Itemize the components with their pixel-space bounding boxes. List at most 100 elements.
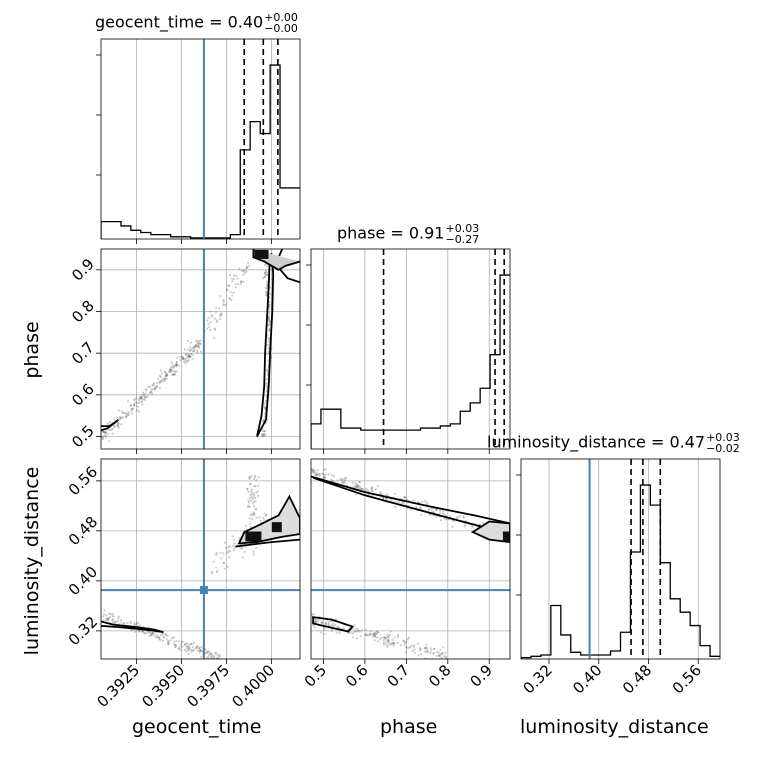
sample-point: [259, 519, 262, 522]
tick-label-y: 0.40: [65, 563, 101, 599]
sample-point: [166, 634, 169, 637]
sample-point: [113, 622, 116, 625]
sample-point: [119, 418, 122, 421]
sample-point: [129, 622, 132, 625]
sample-point: [136, 401, 139, 404]
sample-point: [266, 280, 269, 283]
sample-point: [425, 643, 428, 646]
title-geocent-time-plus: +0.00: [264, 11, 298, 24]
contour: [235, 538, 300, 548]
sample-point: [390, 498, 393, 502]
sample-point: [356, 627, 359, 630]
sample-point: [352, 630, 356, 633]
sample-point: [205, 651, 208, 655]
sample-point: [104, 431, 108, 434]
sample-point: [229, 550, 232, 553]
sample-point: [219, 295, 222, 298]
sample-point: [161, 632, 164, 635]
sample-point: [247, 501, 250, 504]
sample-point: [139, 397, 143, 400]
sample-point: [331, 622, 335, 625]
tick-label-x: 0.3975: [183, 661, 233, 711]
sample-point: [158, 387, 162, 390]
sample-point: [262, 429, 265, 433]
sample-point: [155, 385, 158, 388]
sample-point: [387, 636, 390, 639]
sample-point: [182, 357, 185, 360]
sample-point: [415, 505, 418, 509]
sample-point: [356, 630, 359, 633]
sample-point: [185, 641, 189, 645]
sample-point: [220, 313, 224, 316]
sample-point: [157, 377, 160, 380]
sample-point: [377, 640, 380, 643]
sample-point: [323, 476, 327, 479]
sample-point: [172, 366, 175, 369]
sample-point: [456, 515, 460, 519]
sample-point: [254, 507, 257, 511]
sample-point: [111, 621, 114, 624]
sample-point: [367, 634, 371, 637]
sample-point: [220, 557, 223, 560]
sample-point: [216, 320, 219, 323]
sample-point: [184, 643, 187, 646]
sample-point: [219, 315, 222, 318]
sample-point: [351, 632, 354, 635]
sample-point: [101, 437, 104, 441]
sample-point: [252, 514, 256, 517]
sample-point: [247, 499, 250, 502]
sample-point: [136, 622, 139, 625]
sample-point: [403, 496, 406, 499]
sample-point: [313, 469, 316, 472]
sample-point: [429, 651, 432, 654]
sample-point: [229, 297, 232, 300]
sample-point: [199, 649, 202, 652]
sample-point: [189, 341, 193, 344]
sample-point: [113, 424, 116, 428]
sample-point: [356, 486, 359, 489]
sample-point: [169, 371, 172, 374]
sample-point: [180, 642, 183, 646]
sample-point: [214, 311, 218, 314]
sample-point: [197, 341, 200, 344]
sample-point: [226, 289, 229, 292]
sample-point: [165, 377, 168, 380]
sample-point: [385, 636, 388, 639]
sample-point: [207, 653, 210, 656]
sample-point: [322, 476, 326, 479]
sample-point: [245, 265, 249, 268]
sample-point: [208, 651, 212, 655]
sample-point: [102, 437, 105, 440]
sample-point: [397, 500, 401, 503]
sample-point: [417, 654, 420, 657]
sample-point: [332, 474, 335, 478]
sample-point: [355, 637, 359, 640]
sample-point: [183, 348, 186, 351]
sample-point: [228, 273, 232, 277]
sample-point: [434, 508, 437, 511]
sample-point: [262, 519, 265, 522]
sample-point: [261, 435, 264, 438]
sample-point: [392, 644, 395, 647]
sample-point: [419, 647, 422, 650]
sample-point: [323, 474, 326, 477]
sample-point: [399, 643, 403, 647]
sample-point: [102, 431, 105, 434]
sample-point: [140, 396, 143, 400]
sample-point: [143, 632, 146, 635]
sample-point: [112, 618, 115, 621]
sample-point: [191, 649, 195, 652]
sample-point: [250, 488, 253, 491]
ylabel-phase: phase: [21, 321, 43, 379]
sample-point: [177, 364, 181, 367]
sample-point: [459, 515, 462, 518]
sample-point: [173, 373, 176, 376]
sample-point: [129, 404, 133, 407]
sample-point: [136, 409, 139, 412]
sample-point: [425, 500, 428, 504]
sample-point: [187, 355, 191, 358]
sample-point: [211, 655, 214, 658]
sample-point: [133, 621, 136, 625]
sample-point: [185, 647, 189, 651]
title-phase-text: phase = 0.91: [337, 223, 445, 243]
